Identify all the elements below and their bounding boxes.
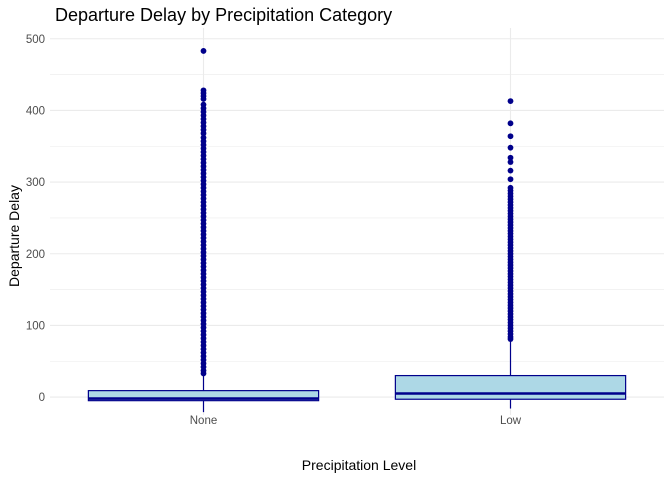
outlier-point <box>200 96 207 102</box>
y-axis-title: Departure Delay <box>6 185 22 287</box>
y-tick-label: 400 <box>26 105 45 117</box>
outlier-point <box>507 176 514 183</box>
box-none <box>87 48 320 413</box>
outlier-point <box>507 133 514 140</box>
outlier-point <box>200 130 207 137</box>
y-tick-label: 0 <box>39 392 45 404</box>
outlier-point <box>507 144 514 151</box>
y-tick-label: 200 <box>26 249 45 261</box>
y-tick-label: 500 <box>26 34 45 46</box>
outlier-point <box>507 98 514 104</box>
x-tick-labels: None Low <box>190 415 522 427</box>
box-body <box>394 374 627 400</box>
x-tick-label: Low <box>500 415 522 427</box>
x-tick-label: None <box>190 415 218 427</box>
box-body <box>87 390 320 402</box>
outlier-point <box>507 167 514 174</box>
box-low <box>394 98 627 409</box>
chart-title: Departure Delay by Precipitation Categor… <box>55 5 392 25</box>
grid-lines <box>50 28 664 415</box>
y-tick-label: 100 <box>26 320 45 332</box>
x-axis-title: Precipitation Level <box>302 457 416 473</box>
outlier-point <box>507 120 514 127</box>
outlier-point <box>507 159 514 165</box>
y-tick-labels: 0 100 200 300 400 500 <box>26 34 45 404</box>
outlier-point <box>507 154 514 161</box>
outlier-point <box>200 370 207 377</box>
boxes <box>87 48 627 413</box>
outlier-point <box>507 336 514 342</box>
y-tick-label: 300 <box>26 177 45 189</box>
outlier-point <box>200 48 207 54</box>
